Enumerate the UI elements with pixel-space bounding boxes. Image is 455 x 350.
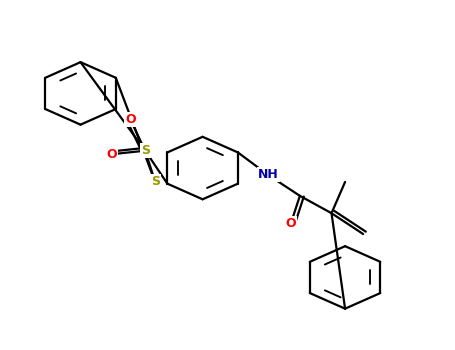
Text: O: O	[107, 148, 117, 161]
Text: O: O	[125, 113, 136, 126]
Text: NH: NH	[258, 168, 278, 182]
Text: S: S	[141, 144, 150, 157]
Text: O: O	[285, 217, 296, 230]
Text: S: S	[151, 175, 160, 188]
